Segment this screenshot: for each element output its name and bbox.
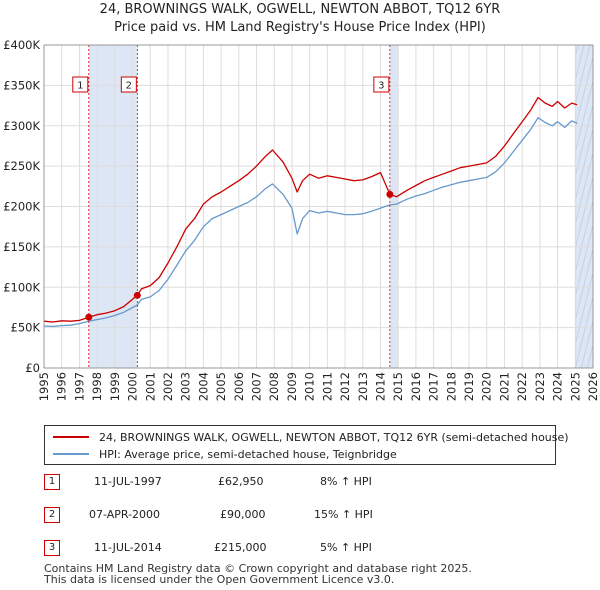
sale-price: £62,950 [218,475,264,488]
x-tick-label: 2008 [267,372,281,401]
footer-copyright: Contains HM Land Registry data © Crown c… [44,562,472,575]
legend-label-hpi: HPI: Average price, semi-detached house,… [99,447,397,461]
sale-point [85,313,93,321]
sale-date: 07-APR-2000 [89,508,161,521]
hatch-line [575,55,594,130]
legend-swatch-price [53,436,89,438]
footer-license: This data is licensed under the Open Gov… [44,573,395,586]
sale-marker-label: 2 [126,81,132,92]
x-tick-label: 2020 [480,372,494,401]
hatch-line [575,295,594,368]
x-tick-label: 2019 [462,372,476,401]
x-tick-label: 2004 [196,372,210,401]
y-tick-label: £300K [3,119,40,133]
chart-title-line1: 24, BROWNINGS WALK, OGWELL, NEWTON ABBOT… [99,2,501,17]
y-tick-label: £200K [3,200,40,214]
sale-price: £215,000 [214,541,267,554]
sale-hpi-change: 5% ↑ HPI [320,541,372,554]
x-tick-label: 2002 [161,372,175,401]
x-tick-label: 2025 [568,372,582,401]
sale-point [386,190,394,198]
sale-row: 3 11-JUL-2014 £215,000 5% ↑ HPI [44,540,564,560]
x-tick-label: 1998 [90,372,104,401]
sale-marker-label: 1 [77,81,83,92]
x-tick-label: 2012 [338,372,352,401]
x-tick-label: 2009 [285,372,299,401]
legend-item-price: 24, BROWNINGS WALK, OGWELL, NEWTON ABBOT… [53,429,569,445]
x-tick-label: 2026 [586,372,600,401]
sale-marker-box [120,76,137,93]
x-tick-label: 2017 [427,372,441,401]
hatch-line [575,45,591,106]
x-tick-label: 2015 [391,372,405,401]
legend-swatch-hpi [53,453,89,455]
legend-item-hpi: HPI: Average price, semi-detached house,… [53,446,397,462]
hatch-line [592,367,594,368]
hatch-line [575,247,594,322]
y-tick-label: £50K [11,321,41,335]
hpi-series-line [43,117,578,328]
hatch-line [575,79,594,154]
x-tick-label: 2007 [250,372,264,401]
sale-hpi-change: 15% ↑ HPI [314,508,373,521]
sale-number-badge: 3 [44,540,60,556]
sale-hpi-change: 8% ↑ HPI [320,475,372,488]
x-tick-label: 1995 [37,372,51,401]
legend-label-price: 24, BROWNINGS WALK, OGWELL, NEWTON ABBOT… [99,430,569,444]
x-tick-label: 2005 [214,372,228,401]
hatch-line [575,271,594,346]
x-tick-label: 2013 [356,372,370,401]
x-tick-label: 2003 [179,372,193,401]
sale-price: £90,000 [220,508,266,521]
sale-date: 11-JUL-1997 [94,475,162,488]
x-tick-label: 1999 [108,372,122,401]
sale-marker-label: 3 [378,81,384,92]
y-tick-label: £100K [3,280,40,294]
x-tick-label: 2014 [373,372,387,401]
x-tick-label: 1996 [55,372,69,401]
legend: 24, BROWNINGS WALK, OGWELL, NEWTON ABBOT… [44,425,569,465]
sale-marker-box [373,76,390,93]
x-tick-label: 2024 [551,372,565,401]
x-tick-label: 2000 [126,372,140,401]
price-series-line [43,96,578,323]
x-tick-label: 1997 [72,372,86,401]
price-chart: 1 2 3 £0 £50K £100K £150K £200K £250K £300K £350K… [3,38,600,401]
plot-frame [43,44,594,369]
y-tick-label: £150K [3,240,40,254]
x-tick-label: 2010 [303,372,317,401]
sale-row: 1 11-JUL-1997 £62,950 8% ↑ HPI [44,474,564,494]
x-tick-label: 2006 [232,372,246,401]
sale-number-badge: 2 [44,507,60,523]
x-tick-label: 2016 [409,372,423,401]
y-tick-label: £350K [3,78,40,92]
x-tick-label: 2021 [497,372,511,401]
sale-date: 11-JUL-2014 [94,541,162,554]
sale-number-badge: 1 [44,474,60,490]
y-tick-label: £400K [3,38,40,52]
sale-point [133,291,141,299]
x-tick-label: 2001 [143,372,157,401]
y-tick-label: £0 [25,361,40,375]
y-tick-label: £250K [3,159,40,173]
chart-title-line2: Price paid vs. HM Land Registry's House … [114,20,486,35]
sale-row: 2 07-APR-2000 £90,000 15% ↑ HPI [44,507,564,527]
x-tick-label: 2018 [444,372,458,401]
x-tick-label: 2011 [320,372,334,401]
x-tick-label: 2023 [533,372,547,401]
sale-marker-box [72,76,89,93]
x-tick-label: 2022 [515,372,529,401]
